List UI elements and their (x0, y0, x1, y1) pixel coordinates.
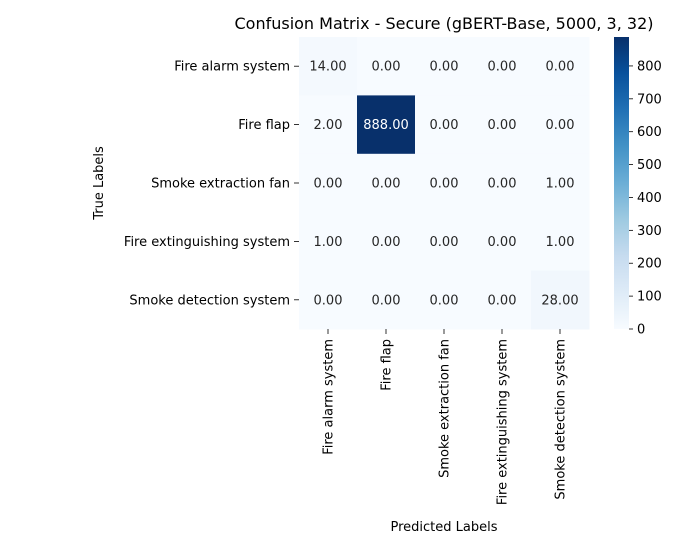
heatmap-cell (357, 270, 416, 330)
y-tick-label: Smoke extraction fan (151, 177, 290, 192)
cell-value-label: 0.00 (314, 293, 343, 308)
cell-value-label: 0.00 (314, 177, 343, 192)
y-tick-label: Fire extinguishing system (124, 235, 290, 250)
cell-value-label: 0.00 (488, 235, 517, 250)
heatmap-cell (357, 212, 416, 272)
colorbar (614, 37, 629, 329)
cell-value-label: 0.00 (546, 118, 575, 133)
cell-value-label: 1.00 (314, 235, 343, 250)
heatmap-cell (357, 153, 416, 213)
colorbar-tick-label: 300 (637, 224, 662, 239)
heatmap-cell (473, 153, 532, 213)
cell-value-label: 0.00 (372, 235, 401, 250)
x-tick-label: Smoke detection system (554, 339, 569, 500)
x-tick-label: Fire alarm system (322, 339, 337, 455)
cell-value-label: 0.00 (546, 60, 575, 75)
heatmap-cell (473, 270, 532, 330)
heatmap-cell (473, 212, 532, 272)
cell-value-label: 1.00 (546, 235, 575, 250)
heatmap-cell (531, 37, 590, 96)
y-tick-label: Smoke detection system (129, 293, 290, 308)
cell-value-label: 0.00 (372, 177, 401, 192)
cell-value-label: 0.00 (488, 293, 517, 308)
cell-value-label: 0.00 (430, 293, 459, 308)
y-axis-ticks: Fire alarm system Fire flap Smoke extracti… (124, 60, 299, 308)
heatmap-cell (473, 37, 532, 96)
x-tick-label: Smoke extraction fan (438, 339, 453, 478)
heatmap-cells (299, 37, 590, 330)
cell-value-label: 0.00 (488, 118, 517, 133)
cell-value-label: 14.00 (309, 60, 346, 75)
x-axis-label: Predicted Labels (390, 520, 497, 535)
colorbar-tick-label: 200 (637, 257, 662, 272)
heatmap-cell (415, 37, 474, 96)
heatmap-cell (415, 95, 474, 155)
heatmap-cell (415, 212, 474, 272)
x-tick-label: Fire flap (380, 339, 395, 391)
heatmap-cell (531, 270, 590, 330)
chart-title: Confusion Matrix - Secure (gBERT-Base, 5… (234, 14, 653, 33)
heatmap-cell (415, 153, 474, 213)
cell-value-label: 888.00 (363, 118, 409, 133)
cell-value-label: 0.00 (372, 60, 401, 75)
heatmap-cell (299, 37, 358, 96)
heatmap-cell (357, 95, 416, 155)
heatmap-cell (531, 95, 590, 155)
cell-value-label: 0.00 (488, 177, 517, 192)
cell-value-label: 0.00 (488, 60, 517, 75)
y-tick-label: Fire alarm system (174, 60, 290, 75)
colorbar-ticks: 0 100 200 300 400 500 600 700 800 (629, 59, 662, 338)
x-axis-ticks: Fire alarm system Fire flap Smoke extracti… (322, 329, 569, 505)
colorbar-tick-label: 400 (637, 191, 662, 206)
heatmap-cell (299, 212, 358, 272)
cell-value-label: 0.00 (430, 60, 459, 75)
y-axis-label: True Labels (92, 146, 107, 221)
colorbar-tick-label: 800 (637, 59, 662, 74)
y-tick-label: Fire flap (238, 118, 290, 133)
heatmap-cell (531, 153, 590, 213)
heatmap-cell-labels: 14.00 0.00 0.00 0.00 0.00 2.00 888.00 0.00 0.00 0… (309, 60, 578, 309)
cell-value-label: 0.00 (430, 177, 459, 192)
heatmap-cell (531, 212, 590, 272)
cell-value-label: 0.00 (430, 118, 459, 133)
heatmap-cell (357, 37, 416, 96)
cell-value-label: 0.00 (372, 293, 401, 308)
heatmap-cell (299, 95, 358, 155)
cell-value-label: 0.00 (430, 235, 459, 250)
colorbar-tick-label: 500 (637, 158, 662, 173)
colorbar-tick-label: 600 (637, 125, 662, 140)
cell-value-label: 1.00 (546, 177, 575, 192)
colorbar-tick-label: 700 (637, 92, 662, 107)
x-tick-label: Fire extinguishing system (496, 339, 511, 505)
heatmap-cell (299, 153, 358, 213)
cell-value-label: 2.00 (314, 118, 343, 133)
heatmap-cell (415, 270, 474, 330)
colorbar-tick-label: 0 (637, 323, 645, 338)
heatmap-cell (473, 95, 532, 155)
cell-value-label: 28.00 (541, 293, 578, 308)
heatmap-cell (299, 270, 358, 330)
colorbar-tick-label: 100 (637, 290, 662, 305)
